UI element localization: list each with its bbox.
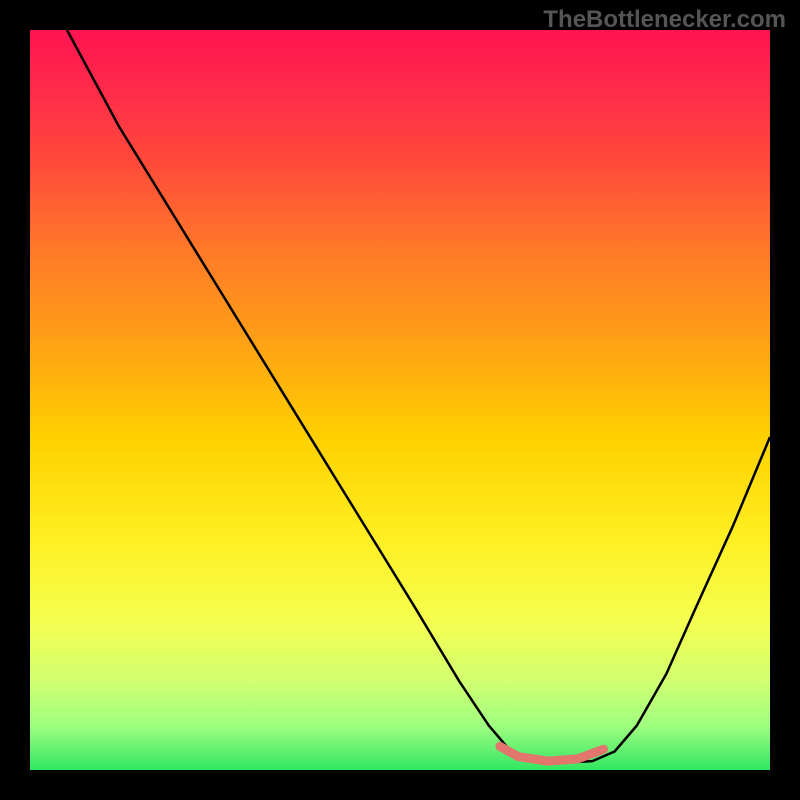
- watermark-text: TheBottlenecker.com: [543, 6, 786, 34]
- chart-container: TheBottlenecker.com: [0, 0, 800, 800]
- plot-area: [30, 30, 770, 770]
